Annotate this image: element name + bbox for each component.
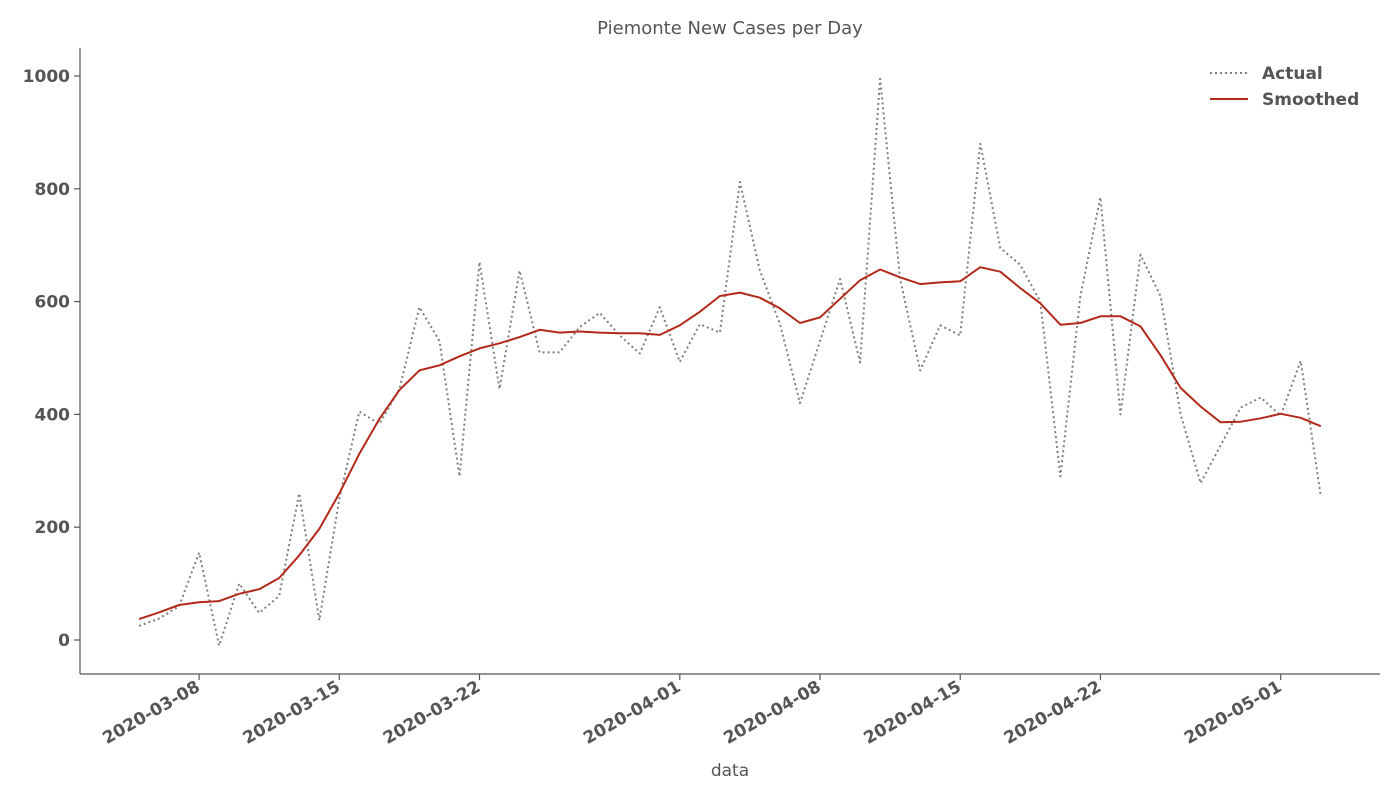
x-tick-label: 2020-04-08: [720, 677, 824, 749]
series-line-smoothed: [138, 266, 1322, 621]
series-line-actual: [138, 77, 1322, 647]
chart-title: Piemonte New Cases per Day: [597, 18, 863, 39]
x-axis: 2020-03-08 2020-03-15 2020-03-22 2020-04-01…: [80, 673, 1380, 749]
y-tick-label: 800: [35, 180, 71, 200]
x-tick-label: 2020-03-22: [380, 677, 484, 749]
x-tick-label: 2020-03-15: [240, 677, 344, 749]
legend: Actual Smoothed: [1210, 64, 1359, 110]
plot-area: [138, 77, 1322, 647]
x-tick-label: 2020-05-01: [1181, 677, 1285, 749]
y-tick-label: 0: [58, 631, 70, 651]
y-tick-label: 200: [35, 518, 71, 538]
x-axis-label: data: [711, 761, 749, 781]
legend-label-smoothed: Smoothed: [1262, 90, 1359, 110]
x-tick-label: 2020-04-01: [580, 677, 684, 749]
y-tick-label: 400: [35, 405, 71, 425]
y-tick-label: 600: [35, 293, 71, 313]
x-tick-label: 2020-04-22: [1001, 677, 1105, 749]
legend-label-actual: Actual: [1262, 64, 1323, 84]
y-tick-label: 1000: [23, 67, 70, 87]
x-tick-label: 2020-03-08: [99, 677, 203, 749]
y-axis: 0 200 400 600 800 1000: [23, 48, 81, 674]
x-tick-label: 2020-04-15: [861, 677, 965, 749]
